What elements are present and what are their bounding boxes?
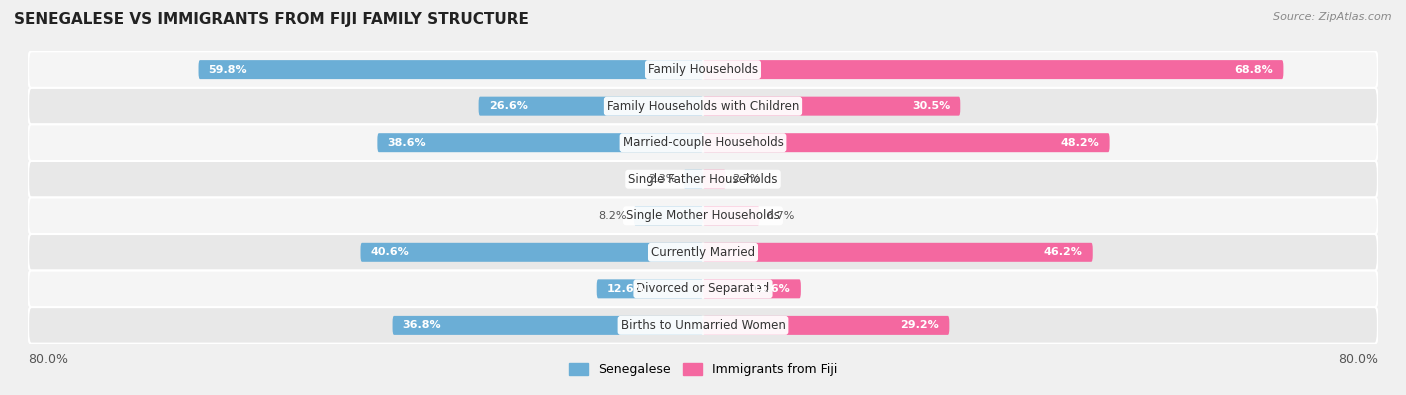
Text: 80.0%: 80.0% (1339, 353, 1378, 366)
Text: Currently Married: Currently Married (651, 246, 755, 259)
Text: 59.8%: 59.8% (208, 65, 247, 75)
FancyBboxPatch shape (703, 170, 725, 189)
FancyBboxPatch shape (478, 97, 703, 116)
Text: SENEGALESE VS IMMIGRANTS FROM FIJI FAMILY STRUCTURE: SENEGALESE VS IMMIGRANTS FROM FIJI FAMIL… (14, 12, 529, 27)
Text: Family Households: Family Households (648, 63, 758, 76)
FancyBboxPatch shape (28, 124, 1378, 161)
FancyBboxPatch shape (28, 271, 1378, 307)
Text: 46.2%: 46.2% (1043, 247, 1083, 257)
Text: 30.5%: 30.5% (912, 101, 950, 111)
Text: 8.2%: 8.2% (599, 211, 627, 221)
Legend: Senegalese, Immigrants from Fiji: Senegalese, Immigrants from Fiji (564, 358, 842, 381)
Text: Births to Unmarried Women: Births to Unmarried Women (620, 319, 786, 332)
FancyBboxPatch shape (28, 198, 1378, 234)
Text: Single Father Households: Single Father Households (628, 173, 778, 186)
FancyBboxPatch shape (377, 133, 703, 152)
Text: 36.8%: 36.8% (402, 320, 441, 330)
Text: 2.3%: 2.3% (648, 174, 676, 184)
Text: 68.8%: 68.8% (1234, 65, 1274, 75)
FancyBboxPatch shape (703, 316, 949, 335)
Text: 38.6%: 38.6% (388, 138, 426, 148)
Text: 26.6%: 26.6% (489, 101, 527, 111)
Text: Source: ZipAtlas.com: Source: ZipAtlas.com (1274, 12, 1392, 22)
Text: 40.6%: 40.6% (371, 247, 409, 257)
FancyBboxPatch shape (683, 170, 703, 189)
FancyBboxPatch shape (360, 243, 703, 262)
FancyBboxPatch shape (703, 60, 1284, 79)
Text: 6.7%: 6.7% (766, 211, 794, 221)
FancyBboxPatch shape (28, 234, 1378, 271)
FancyBboxPatch shape (634, 206, 703, 225)
FancyBboxPatch shape (703, 206, 759, 225)
Text: 80.0%: 80.0% (28, 353, 67, 366)
Text: Married-couple Households: Married-couple Households (623, 136, 783, 149)
Text: 29.2%: 29.2% (900, 320, 939, 330)
FancyBboxPatch shape (28, 88, 1378, 124)
Text: Family Households with Children: Family Households with Children (607, 100, 799, 113)
Text: 11.6%: 11.6% (752, 284, 790, 294)
FancyBboxPatch shape (28, 51, 1378, 88)
Text: 48.2%: 48.2% (1060, 138, 1099, 148)
FancyBboxPatch shape (392, 316, 703, 335)
FancyBboxPatch shape (596, 279, 703, 298)
Text: 2.7%: 2.7% (733, 174, 761, 184)
Text: Divorced or Separated: Divorced or Separated (637, 282, 769, 295)
FancyBboxPatch shape (28, 161, 1378, 198)
Text: Single Mother Households: Single Mother Households (626, 209, 780, 222)
FancyBboxPatch shape (703, 279, 801, 298)
FancyBboxPatch shape (703, 133, 1109, 152)
FancyBboxPatch shape (198, 60, 703, 79)
FancyBboxPatch shape (28, 307, 1378, 344)
Text: 12.6%: 12.6% (607, 284, 645, 294)
FancyBboxPatch shape (703, 97, 960, 116)
FancyBboxPatch shape (703, 243, 1092, 262)
